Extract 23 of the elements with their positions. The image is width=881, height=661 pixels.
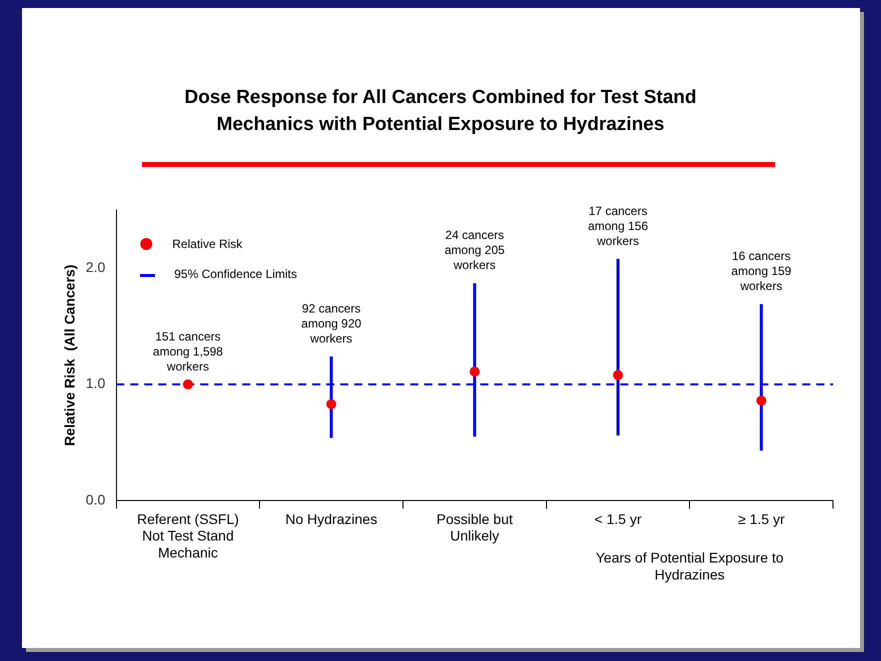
chart-title: Dose Response for All Cancers Combined for Test Stand Mechanics with Potential Exposure to Hydrazines: [183, 86, 698, 137]
x-axis-title: Years of Potential Exposure to Hydrazines: [596, 550, 784, 583]
annotation: 24 cancers among 205 workers: [444, 228, 505, 272]
point: [326, 399, 336, 410]
x-tick-label: Possible but Unlikely: [436, 510, 513, 544]
point: [756, 396, 766, 406]
y-tick-label: 0.0: [86, 491, 106, 508]
x-tick-label: Referent (SSFL) Not Test Stand Mechanic: [136, 510, 239, 560]
annotation: 92 cancers among 920 workers: [301, 301, 362, 346]
annotation: 151 cancers among 1,598 workers: [152, 329, 224, 374]
y-axis-title: Relative Risk (All Cancers): [61, 264, 78, 446]
x-tick-label: No Hydrazines: [285, 510, 378, 527]
annotation: 17 cancers among 156 workers: [588, 204, 648, 248]
annotation: 16 cancers among 159 workers: [731, 249, 792, 294]
point: [612, 370, 623, 380]
annotation: 95% Confidence Limits: [174, 267, 297, 281]
x-tick-label: < 1.5 yr: [594, 510, 642, 527]
y-tick-label: 1.0: [86, 375, 106, 392]
point: [470, 366, 480, 377]
legend-label: Relative Risk: [172, 237, 244, 251]
point: [182, 379, 193, 390]
x-tick-label: ≥ 1.5 yr: [738, 510, 785, 527]
y-tick-label: 2.0: [86, 258, 106, 275]
